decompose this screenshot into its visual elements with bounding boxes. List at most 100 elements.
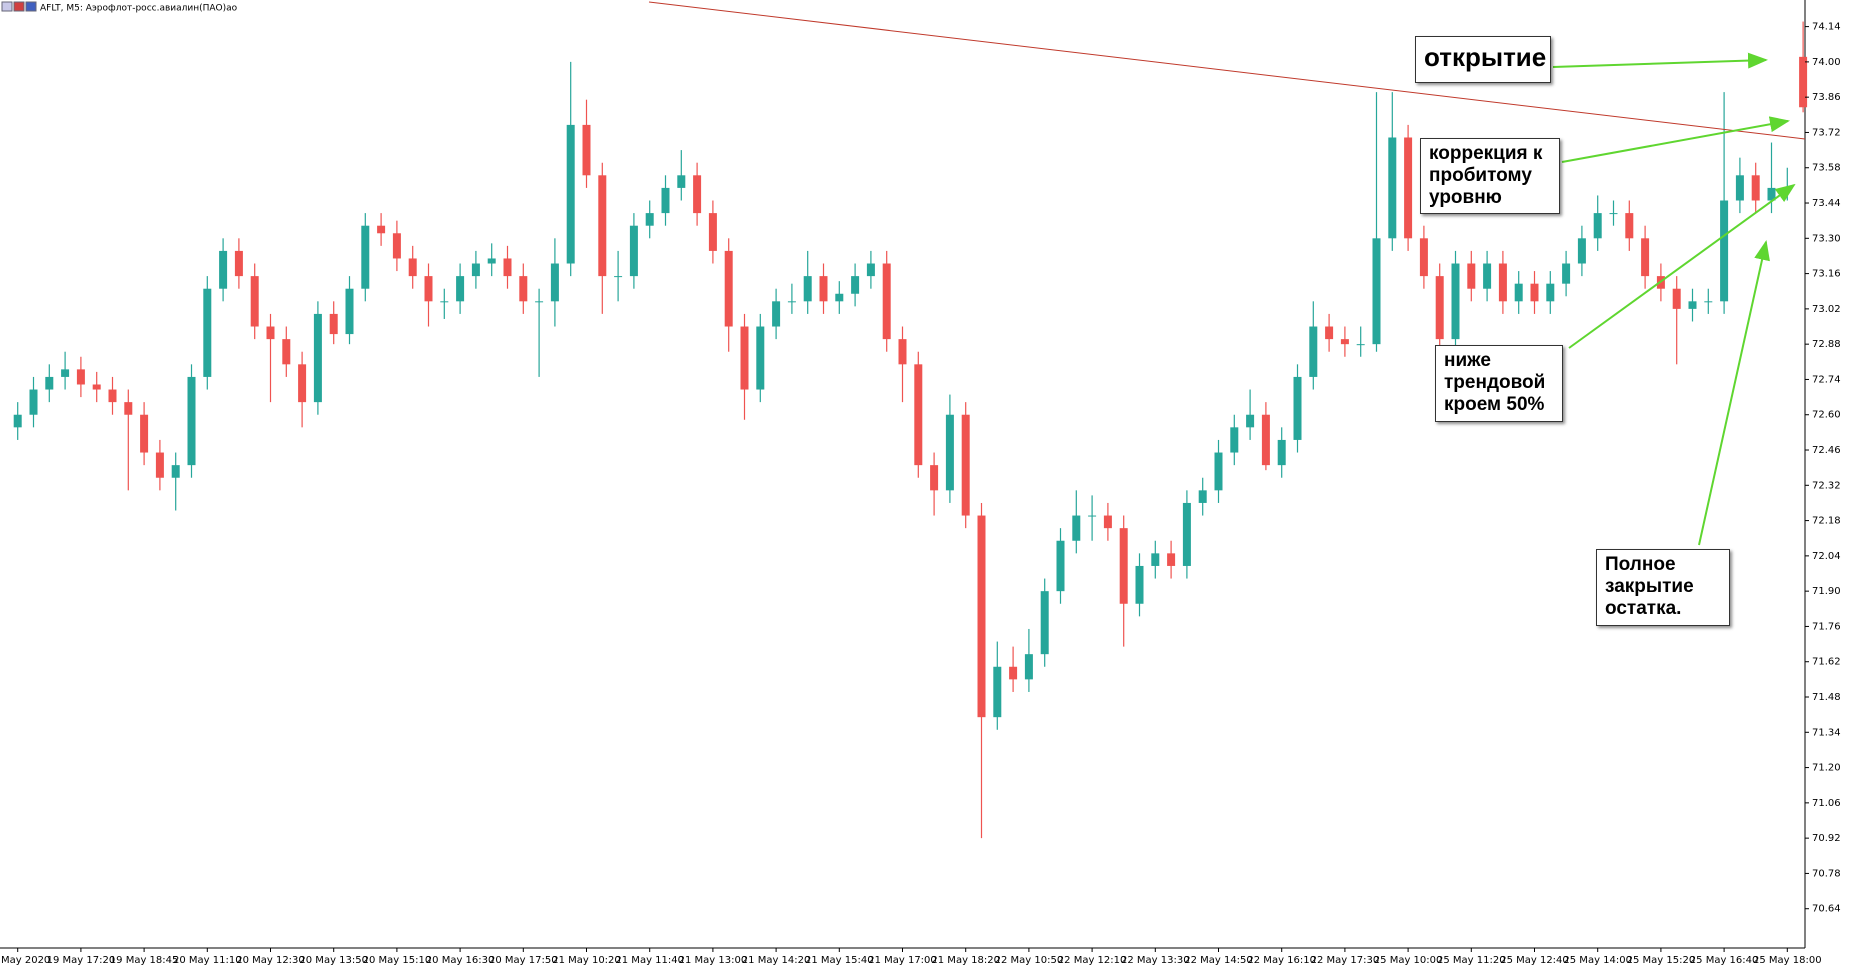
arrow [1561,116,1790,163]
y-tick-label: 74.14 [1812,22,1841,33]
y-tick-label: 72.18 [1812,516,1841,527]
x-tick-label: 21 May 15:40 [805,955,874,966]
candle-body [1103,515,1112,529]
candle-body [45,376,54,390]
candle-body [313,313,322,403]
x-tick-label: 25 May 14:00 [1563,955,1632,966]
candle-body [1577,238,1586,264]
candle-body [487,258,496,264]
x-tick-label: 25 May 10:00 [1374,955,1443,966]
x-tick-label: 20 May 17:50 [489,955,558,966]
candle-body [471,263,480,277]
candle-body [440,301,449,303]
candle-body [187,376,196,466]
y-tick-label: 72.46 [1812,445,1841,456]
candle-body [566,124,575,264]
y-tick-label: 71.90 [1812,586,1841,597]
candle-body [1072,515,1081,541]
y-tick-label: 73.02 [1812,304,1841,315]
x-tick-label: 21 May 18:20 [931,955,1000,966]
candle-body [1514,283,1523,302]
candle-body [693,175,702,214]
candle-body [961,414,970,516]
trend-line [648,1,1806,140]
x-tick-label: 25 May 18:00 [1753,955,1822,966]
y-tick-label: 72.04 [1812,551,1841,562]
candle-body [1230,427,1239,453]
x-tick-label: 20 May 13:50 [299,955,368,966]
y-tick-label: 72.74 [1812,374,1841,385]
y-tick-label: 71.76 [1812,621,1841,632]
candle-body [1214,452,1223,491]
candle-body [1641,238,1650,277]
candle-body [1467,263,1476,289]
candle-body [519,276,528,302]
candle-body [1451,263,1460,340]
candle-body [377,225,386,234]
icon [25,1,37,12]
candle-body [1672,288,1681,309]
candle-body [1799,56,1808,108]
candle-body [1167,553,1176,566]
candle-body [266,326,275,340]
x-tick-label: 22 May 16:10 [1247,955,1316,966]
annotation: ниже трендовой кроем 50% [1435,345,1563,422]
candle-body [1182,502,1191,566]
y-tick-label: 73.44 [1812,198,1841,209]
candle-body [282,339,291,365]
candle-body [219,250,228,289]
candle-body [1198,490,1207,503]
candle-body [171,465,180,478]
candle-body [76,369,85,385]
candle-body [993,666,1002,718]
candle-body [582,124,591,176]
candle-body [456,276,465,302]
candle-body [1024,654,1033,680]
candle-body [945,414,954,491]
candle-body [866,263,875,277]
candle-body [1751,175,1760,201]
candle-body [677,175,686,188]
candle-body [1246,414,1255,428]
icon [1,1,13,12]
candle-body [124,402,133,415]
arrow [1568,183,1796,349]
candle-body [1293,376,1302,440]
y-tick-label: 73.58 [1812,163,1841,174]
candle-body [503,258,512,277]
candle-body [1356,344,1365,346]
candle-body [851,276,860,294]
x-tick-label: 19 May 17:20 [47,955,116,966]
candle-body [1625,213,1634,239]
candle-body [345,288,354,335]
y-tick-label: 70.78 [1812,868,1841,879]
y-tick-label: 72.88 [1812,339,1841,350]
candle-body [1372,238,1381,345]
candle-body [977,515,986,718]
candle-body [819,276,828,302]
y-tick-label: 71.62 [1812,657,1841,668]
candle-body [1419,238,1428,277]
candle-body [1767,187,1776,201]
candle-body [1340,339,1349,345]
candle-body [535,301,544,303]
x-tick-label: 20 May 11:10 [173,955,242,966]
candle-body [787,301,796,303]
x-tick-label: 20 May 15:10 [363,955,432,966]
x-tick-label: 21 May 13:00 [679,955,748,966]
candle-body [92,384,101,390]
candle-body [724,250,733,327]
x-tick-label: 21 May 14:20 [742,955,811,966]
candle-body [1546,283,1555,302]
x-tick-label: 22 May 13:30 [1121,955,1190,966]
y-tick-label: 73.30 [1812,233,1841,244]
candle-body [234,250,243,277]
candle-body [645,213,654,226]
candle-body [1309,326,1318,377]
candle-body [1435,276,1444,340]
candle-body [1088,515,1097,517]
y-tick-label: 70.92 [1812,833,1841,844]
y-tick-label: 72.32 [1812,480,1841,491]
